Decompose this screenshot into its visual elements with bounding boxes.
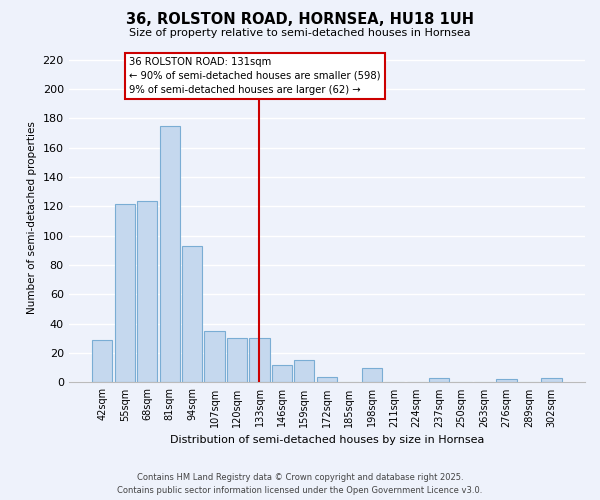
Text: 36 ROLSTON ROAD: 131sqm
← 90% of semi-detached houses are smaller (598)
9% of se: 36 ROLSTON ROAD: 131sqm ← 90% of semi-de… [129, 57, 380, 95]
Bar [182, 246, 202, 382]
Bar [362, 368, 382, 382]
X-axis label: Distribution of semi-detached houses by size in Hornsea: Distribution of semi-detached houses by … [170, 435, 484, 445]
Bar [227, 338, 247, 382]
Bar [250, 338, 269, 382]
Bar [160, 126, 180, 382]
Bar [272, 365, 292, 382]
Bar [541, 378, 562, 382]
Bar [205, 331, 224, 382]
Text: Size of property relative to semi-detached houses in Hornsea: Size of property relative to semi-detach… [129, 28, 471, 38]
Bar [317, 376, 337, 382]
Bar [429, 378, 449, 382]
Text: Contains HM Land Registry data © Crown copyright and database right 2025.
Contai: Contains HM Land Registry data © Crown c… [118, 474, 482, 495]
Bar [137, 200, 157, 382]
Y-axis label: Number of semi-detached properties: Number of semi-detached properties [27, 121, 37, 314]
Text: 36, ROLSTON ROAD, HORNSEA, HU18 1UH: 36, ROLSTON ROAD, HORNSEA, HU18 1UH [126, 12, 474, 28]
Bar [294, 360, 314, 382]
Bar [496, 380, 517, 382]
Bar [115, 204, 135, 382]
Bar [92, 340, 112, 382]
